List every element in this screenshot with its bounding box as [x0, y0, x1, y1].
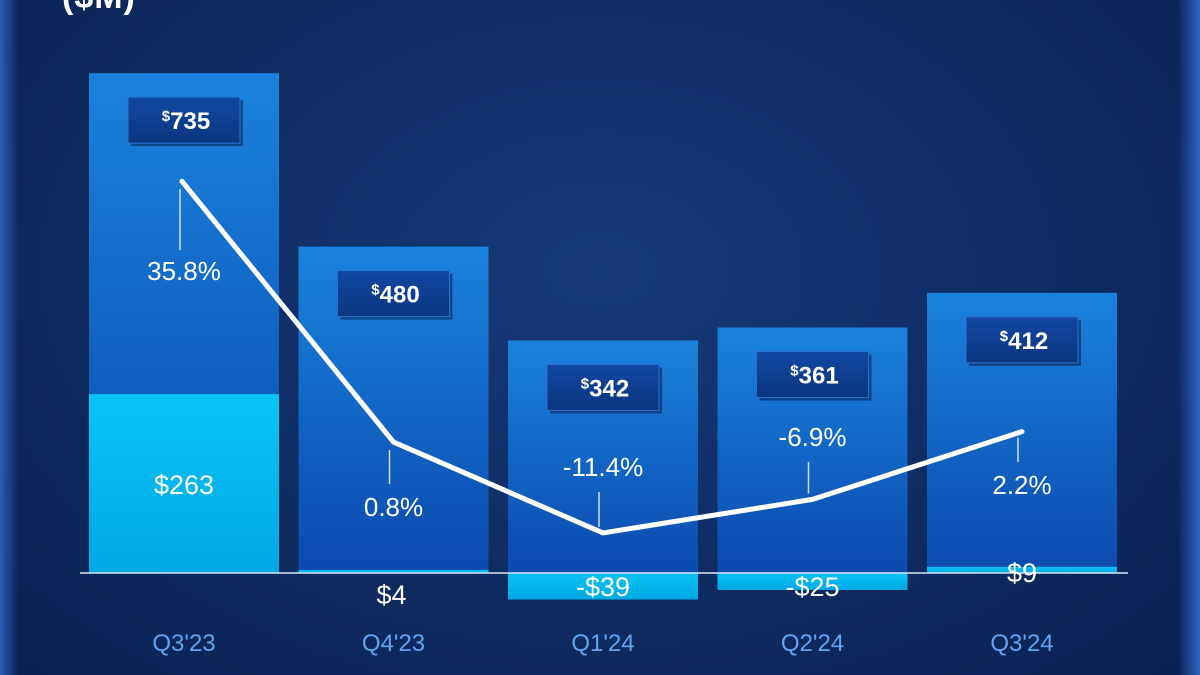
bar-value-label-3: $342	[581, 375, 629, 402]
category-label-2: Q4'23	[362, 630, 425, 657]
bar-value-number: 342	[589, 375, 629, 402]
category-label-4: Q2'24	[781, 630, 844, 657]
left-edge-glow	[0, 0, 18, 675]
value-box-1	[127, 96, 241, 144]
sub-bar-5	[927, 566, 1117, 573]
value-box-4	[756, 351, 869, 399]
sub-value-label-4: -$25	[785, 572, 839, 602]
sub-value-label-3: -$39	[576, 572, 630, 602]
right-edge-glow	[1178, 0, 1200, 675]
sub-bar-3	[508, 573, 698, 600]
currency-symbol: $	[581, 375, 590, 392]
margin-label-4: -6.9%	[779, 422, 847, 452]
currency-symbol: $	[790, 363, 799, 380]
bar-value-label-4: $361	[790, 363, 838, 390]
sub-value-label-2: $4	[376, 580, 406, 610]
category-label-5: Q3'24	[990, 630, 1053, 657]
bar-value-label-2: $480	[371, 282, 419, 309]
bar-value-label-5: $412	[1000, 328, 1048, 355]
bar-value-number: 735	[170, 108, 210, 135]
bar-value-number: 480	[380, 282, 420, 309]
margin-label-1: 35.8%	[147, 256, 221, 286]
bar-value-label-1: $735	[162, 108, 210, 135]
value-box-2	[337, 270, 450, 318]
category-label-1: Q3'23	[152, 630, 215, 657]
sub-bar-2	[298, 570, 489, 573]
bar-value-number: 361	[799, 363, 839, 390]
category-label-3: Q1'24	[571, 630, 634, 657]
value-box-5	[965, 316, 1079, 364]
bar-value-number: 412	[1008, 328, 1048, 355]
sub-bar-4	[717, 573, 908, 590]
sub-bar-1	[89, 394, 279, 573]
currency-symbol: $	[162, 108, 171, 125]
margin-label-3: -11.4%	[563, 452, 643, 482]
currency-symbol: $	[371, 282, 380, 299]
margin-line	[179, 178, 1025, 536]
sub-value-label-1: $263	[154, 470, 214, 500]
margin-label-5: 2.2%	[992, 470, 1051, 500]
sub-value-label-5: $9	[1007, 558, 1037, 588]
margin-label-2: 0.8%	[364, 492, 423, 522]
chart-unit-title: ($M)	[62, 0, 136, 17]
value-box-3	[546, 363, 660, 411]
currency-symbol: $	[1000, 328, 1009, 345]
